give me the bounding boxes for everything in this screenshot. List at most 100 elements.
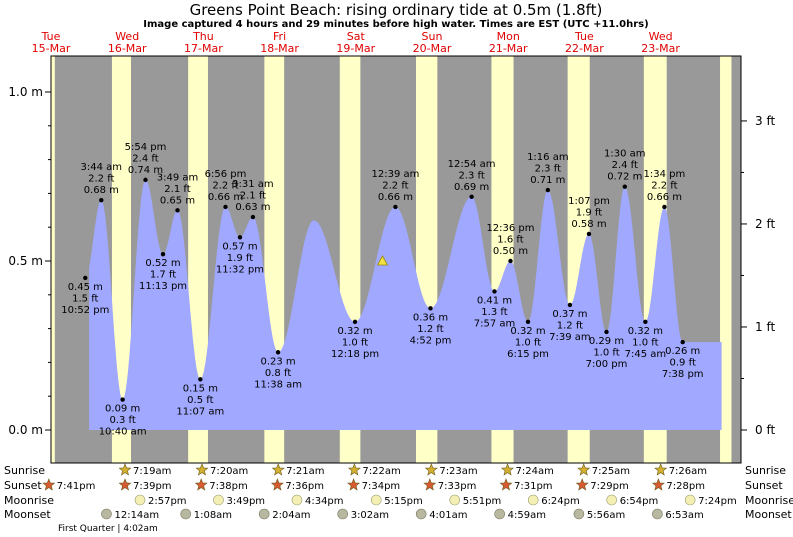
tide-label: 0.58 m xyxy=(571,219,606,230)
row-label-left: Moonset xyxy=(4,508,51,521)
tide-point xyxy=(680,339,685,345)
tide-label: 11:07 am xyxy=(176,406,224,417)
tide-label: 2.4 ft xyxy=(132,153,158,164)
day-name: Wed xyxy=(649,30,673,43)
tide-label: 1.7 ft xyxy=(150,270,176,281)
moonset-time: 4:59am xyxy=(508,510,546,521)
tide-label: 0.37 m xyxy=(552,309,587,320)
day-date: 21-Mar xyxy=(489,42,528,55)
tide-label: 12:39 am xyxy=(371,169,419,180)
tide-label: 2.2 ft xyxy=(88,174,114,185)
tide-label: 0.3 ft xyxy=(109,415,135,426)
tide-label: 0.09 m xyxy=(105,404,140,415)
tide-point xyxy=(223,204,228,210)
tide-label: 0.68 m xyxy=(84,185,119,196)
tide-label: 1.0 ft xyxy=(342,337,368,348)
tide-point xyxy=(175,208,180,213)
moonset-icon xyxy=(337,508,349,520)
sunrise-icon xyxy=(347,463,361,476)
tide-label: 1:07 pm xyxy=(568,196,610,207)
daylight-band xyxy=(51,56,55,463)
moonrise-time: 7:24pm xyxy=(698,496,737,507)
tide-point xyxy=(604,329,609,335)
tide-label: 0.29 m xyxy=(589,336,624,347)
day-name: Tue xyxy=(41,30,61,43)
day-name: Fri xyxy=(273,30,286,43)
tide-label: 0.65 m xyxy=(160,195,195,206)
day-name: Sat xyxy=(347,30,366,43)
sunset-icon xyxy=(347,478,361,491)
day-name: Mon xyxy=(497,30,520,43)
tide-label: 6:56 pm xyxy=(205,169,247,180)
sunset-time: 7:36pm xyxy=(285,481,324,492)
sunrise-time: 7:20am xyxy=(210,466,248,477)
tide-point xyxy=(662,204,667,210)
tide-point xyxy=(198,377,203,382)
moonrise-icon xyxy=(370,494,382,506)
row-label-left: Sunset xyxy=(4,479,42,492)
row-label-right: Sunrise xyxy=(745,464,786,477)
tide-label: 12:18 pm xyxy=(331,349,379,360)
tide-label: 2.2 ft xyxy=(651,180,677,191)
moonrise-icon xyxy=(684,494,696,506)
tide-label: 4:52 pm xyxy=(410,335,452,346)
sunset-icon xyxy=(423,478,437,491)
sunrise-time: 7:26am xyxy=(669,466,707,477)
tide-label: 0.57 m xyxy=(222,241,257,252)
moonset-time: 3:02am xyxy=(351,510,389,521)
moonset-time: 1:08am xyxy=(194,510,232,521)
moonset-icon xyxy=(494,508,505,520)
tide-label: 0.5 ft xyxy=(187,395,213,406)
day-name: Tue xyxy=(574,30,594,43)
tide-label: 0.69 m xyxy=(454,182,489,193)
tide-label: 2.3 ft xyxy=(458,170,484,181)
tide-label: 0.41 m xyxy=(477,295,512,306)
plot-frame xyxy=(50,55,742,464)
tide-label: 7:45 am xyxy=(625,349,667,360)
tide-label: 5:54 pm xyxy=(125,142,167,153)
sunrise-time: 7:24am xyxy=(516,466,554,477)
moonrise-time: 2:57pm xyxy=(148,496,187,507)
tide-label: 0.72 m xyxy=(607,172,642,183)
sun-moon-events: Sunrise Sunrise Sunset Sunset Moonrise Moonri… xyxy=(4,463,793,521)
tide-point xyxy=(250,214,256,220)
tide-label: 0.9 ft xyxy=(670,358,696,369)
tide-point xyxy=(83,275,88,281)
tide-label: 2.1 ft xyxy=(164,184,190,195)
sunrise-time: 7:19am xyxy=(133,466,171,477)
tide-point xyxy=(428,306,433,311)
day-labels: Tue15-MarWed16-MarThu17-MarFri18-MarSat1… xyxy=(32,30,681,55)
y-tick-label-m: 1.0 m xyxy=(8,85,43,99)
tide-label: 1.6 ft xyxy=(497,235,523,246)
tide-label: 10:52 pm xyxy=(61,305,109,316)
tide-label: 10:40 am xyxy=(99,427,147,438)
day-date: 17-Mar xyxy=(184,42,223,55)
row-label-left: Moonrise xyxy=(4,494,54,507)
sunrise-icon xyxy=(424,463,438,476)
sunrise-icon xyxy=(654,463,668,476)
tide-point xyxy=(492,289,497,294)
moonset-icon xyxy=(573,508,585,520)
sunrise-icon xyxy=(577,463,591,476)
moonrise-time: 5:15pm xyxy=(384,496,423,507)
tide-label: 0.8 ft xyxy=(265,368,291,379)
tide-label: 0.50 m xyxy=(493,246,528,257)
moonrise-icon xyxy=(134,494,146,506)
sunset-time: 7:34pm xyxy=(362,481,401,492)
y-tick-label-ft: 0 ft xyxy=(755,423,775,437)
day-date: 15-Mar xyxy=(32,42,71,55)
y-tick-label-m: 0.0 m xyxy=(8,423,43,437)
tide-label: 0.66 m xyxy=(378,192,413,203)
moonset-time: 2:04am xyxy=(272,510,310,521)
tide-point xyxy=(643,319,648,325)
tide-label: 3:49 am xyxy=(157,172,199,183)
moonrise-icon xyxy=(527,494,539,506)
row-label-right: Sunset xyxy=(745,479,783,492)
tide-point xyxy=(352,319,358,325)
tide-label: 11:38 am xyxy=(254,379,302,390)
y-tick-label-m: 0.5 m xyxy=(8,254,43,268)
chart-title: Greens Point Beach: rising ordinary tide… xyxy=(190,1,603,19)
moonset-time: 5:56am xyxy=(587,510,625,521)
tide-label: 2.3 ft xyxy=(535,164,561,175)
sunrise-icon xyxy=(271,463,285,476)
